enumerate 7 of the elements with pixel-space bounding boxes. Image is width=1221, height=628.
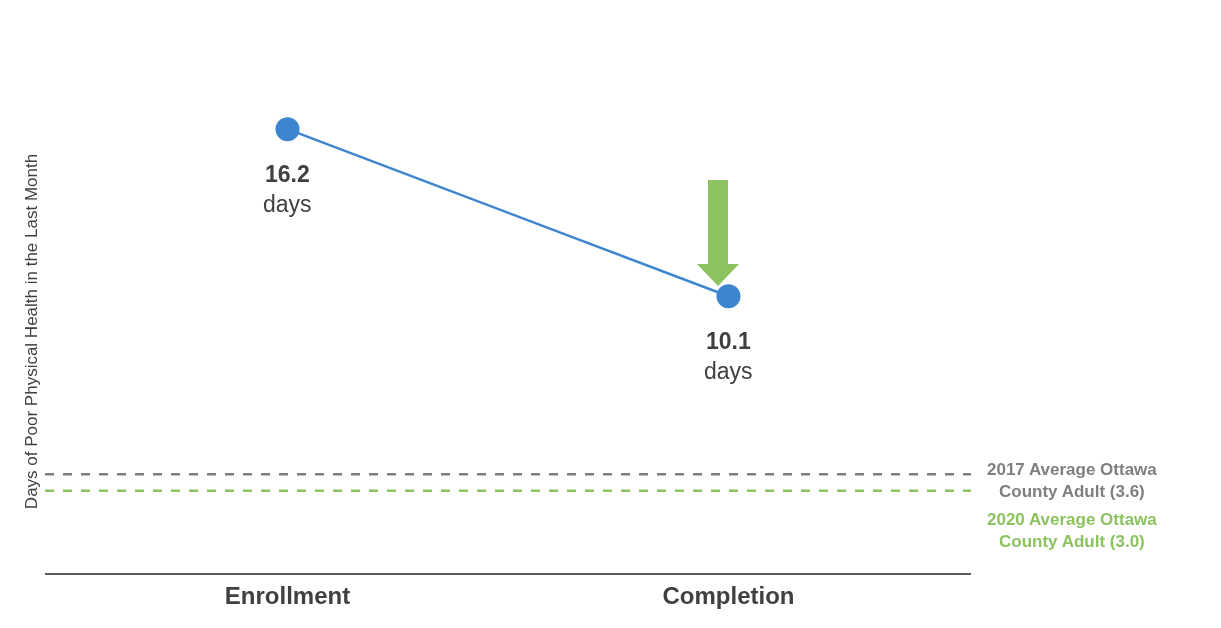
ref-line-label: 2017 Average Ottawa County Adult (3.6) (987, 460, 1158, 502)
data-label: 10.1 days (704, 328, 753, 384)
x-tick-label: Enrollment (224, 581, 351, 609)
data-label: 16.2 days (263, 161, 312, 217)
x-tick-label: Completion (662, 581, 795, 609)
y-axis-title: Days of Poor Physical Health in the Last Month (21, 153, 41, 510)
ref-line-label: 2020 Average Ottawa County Adult (3.0) (987, 510, 1158, 552)
